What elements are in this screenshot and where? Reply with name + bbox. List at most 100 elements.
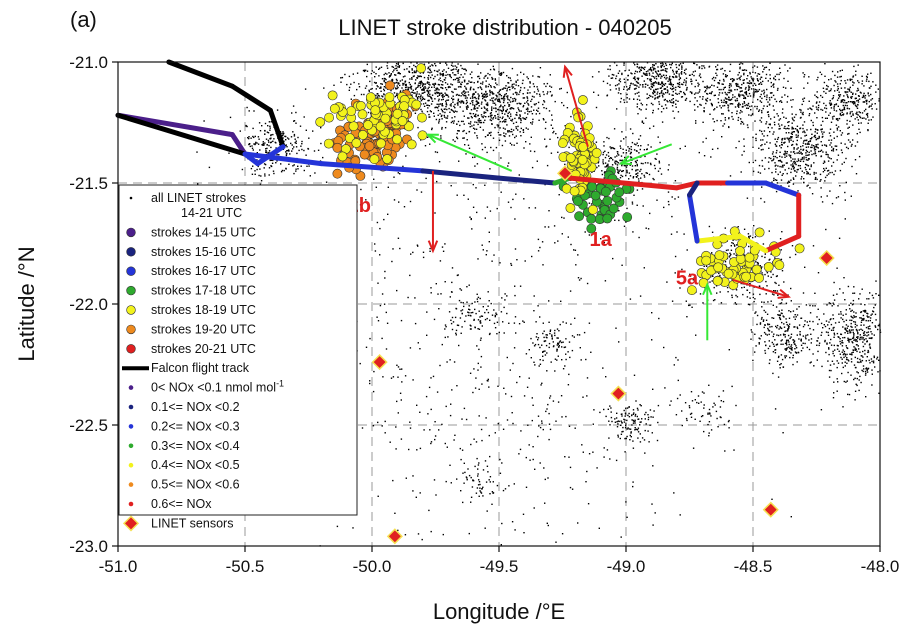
stroke-point [476, 110, 478, 112]
stroke-point [841, 341, 843, 344]
stroke-point [807, 82, 809, 84]
stroke-point [742, 94, 744, 96]
stroke-point [320, 142, 322, 145]
stroke-point [776, 290, 779, 292]
stroke-point [779, 145, 781, 147]
stroke-point [837, 362, 840, 364]
stroke-point [784, 138, 786, 140]
stroke-point [386, 62, 389, 64]
stroke-point [756, 75, 758, 77]
stroke-point [441, 110, 443, 112]
stroke-point [495, 117, 497, 119]
stroke-point [783, 326, 786, 328]
stroke-point [520, 135, 522, 137]
stroke-point [833, 392, 835, 394]
stroke-point [516, 93, 518, 96]
stroke-point [292, 165, 294, 167]
stroke-point [788, 154, 790, 156]
stroke-point [520, 102, 522, 105]
stroke-point [496, 313, 498, 316]
stroke-point [785, 87, 787, 89]
stroke-point [766, 134, 769, 137]
stroke-point [795, 352, 798, 354]
stroke-point [749, 95, 752, 97]
stroke-point [499, 127, 501, 129]
stroke-point [793, 340, 796, 343]
stroke-point [767, 327, 769, 330]
stroke-point [846, 94, 848, 96]
stroke-point [816, 316, 818, 318]
stroke-point [610, 157, 612, 159]
stroke-point [832, 147, 835, 150]
stroke-point [695, 120, 697, 122]
stroke-point [497, 116, 499, 118]
stroke-point [450, 319, 452, 321]
stroke-point [735, 294, 737, 297]
stroke-point [792, 161, 795, 163]
stroke-point [737, 105, 739, 107]
stroke-point [783, 153, 785, 155]
stroke-point [281, 135, 284, 137]
stroke-point [438, 89, 440, 91]
stroke-point [802, 98, 804, 100]
stroke-point [634, 415, 636, 417]
stroke-point [453, 120, 455, 122]
stroke-point [795, 163, 797, 166]
stroke-point [850, 338, 852, 341]
stroke-point [381, 425, 383, 427]
stroke-point [849, 330, 851, 332]
stroke-point [495, 107, 497, 109]
stroke-point [753, 93, 755, 95]
stroke-point [712, 299, 715, 302]
stroke-point [752, 85, 754, 87]
stroke-point [462, 100, 464, 103]
stroke-point [646, 97, 648, 100]
stroke-point [729, 70, 731, 72]
stroke-point [757, 90, 759, 92]
stroke-point [365, 85, 368, 87]
stroke-point [853, 364, 856, 366]
stroke-point [258, 174, 260, 177]
stroke-point [648, 68, 650, 71]
stroke-point [847, 133, 849, 135]
stroke-point [851, 143, 853, 146]
stroke-point [381, 78, 384, 80]
stroke-point [501, 117, 503, 120]
stroke-point [466, 479, 468, 481]
stroke-point [552, 132, 554, 134]
stroke-point [766, 334, 768, 336]
stroke-point [784, 154, 786, 156]
stroke-point [661, 64, 663, 67]
stroke-point [348, 86, 351, 89]
stroke-point [504, 299, 506, 301]
stroke-point [457, 98, 460, 100]
stroke-point [758, 109, 761, 111]
stroke-point [693, 62, 696, 65]
stroke-point [792, 163, 794, 165]
stroke-point [629, 164, 631, 166]
stroke-point [510, 108, 512, 110]
stroke-point [747, 126, 749, 129]
stroke-point [719, 406, 722, 408]
stroke-point [734, 106, 737, 108]
stroke-point [656, 91, 659, 93]
stroke-point [763, 89, 765, 91]
stroke-point [869, 325, 871, 327]
stroke-point [478, 77, 481, 80]
stroke-point [871, 373, 873, 375]
stroke-point [461, 326, 463, 328]
stroke-point [780, 312, 782, 314]
stroke-point [645, 74, 647, 76]
stroke-point [442, 94, 444, 96]
stroke-point [751, 77, 753, 80]
stroke-point [598, 165, 600, 167]
stroke-point [840, 317, 842, 319]
stroke-point [627, 88, 629, 90]
stroke-point [677, 85, 679, 88]
stroke-point [757, 79, 759, 81]
stroke-point [836, 159, 838, 161]
stroke-point [862, 350, 864, 353]
stroke-point [748, 80, 751, 82]
stroke-point [867, 326, 869, 328]
stroke-point [774, 79, 777, 81]
